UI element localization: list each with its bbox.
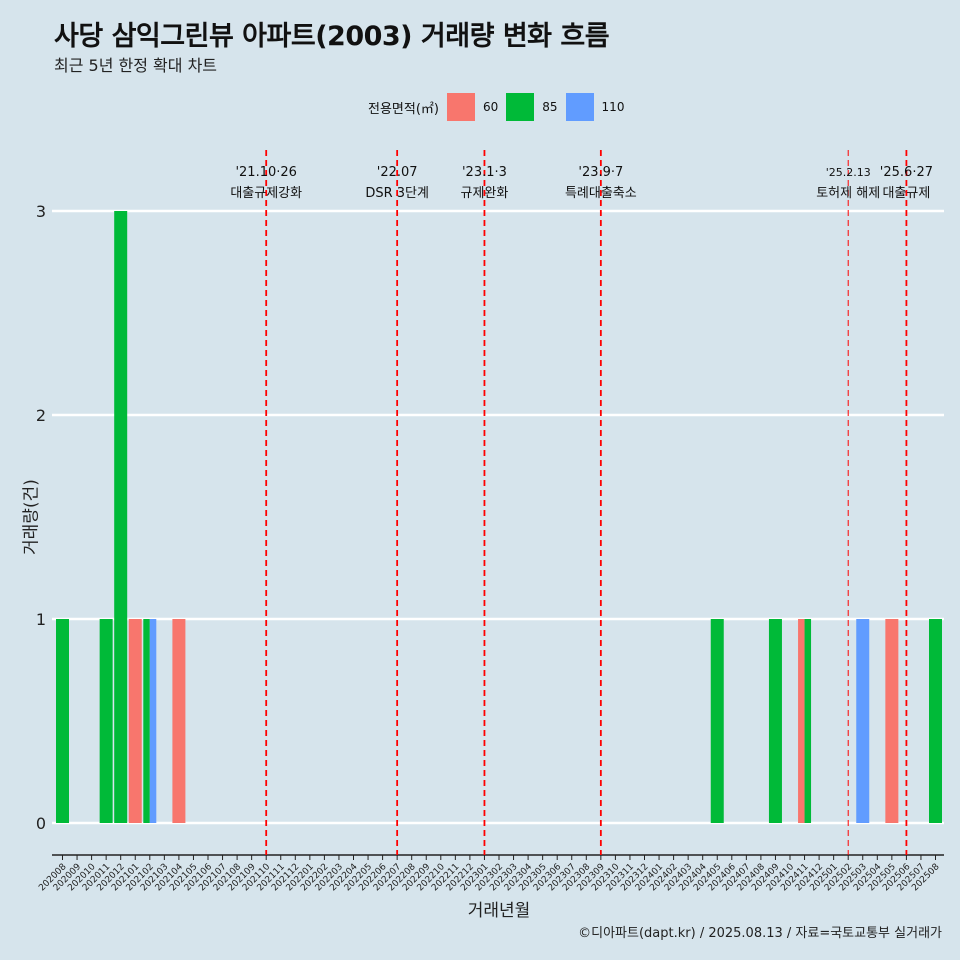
y-tick-label-1: 1 bbox=[36, 610, 46, 629]
event-label-202301: 규제완화 bbox=[461, 186, 509, 201]
legend-label-60: 60 bbox=[482, 100, 499, 114]
event-date-202502: '25.2.13 bbox=[826, 166, 871, 179]
bar-202411-60 bbox=[798, 619, 805, 823]
bar-202008-85 bbox=[56, 619, 69, 823]
bar-202102-110 bbox=[149, 619, 157, 823]
legend-title: 전용면적(㎡) bbox=[368, 101, 439, 117]
event-label-202309: 특례대출축소 bbox=[565, 186, 637, 201]
bar-202012-85 bbox=[114, 211, 128, 823]
x-axis-label: 거래년월 bbox=[467, 901, 531, 921]
event-date-202309: '23.9·7 bbox=[578, 165, 623, 180]
bar-202104-60 bbox=[172, 619, 186, 823]
bar-202405-85 bbox=[710, 619, 724, 823]
bar-202503-110 bbox=[856, 619, 870, 823]
legend-swatch-60 bbox=[446, 93, 475, 121]
legend-swatch-85 bbox=[506, 93, 535, 121]
event-date-202110: '21.10·26 bbox=[235, 165, 296, 180]
legend-label-110: 110 bbox=[601, 100, 625, 114]
legend-swatch-110 bbox=[565, 93, 594, 121]
event-date-202506: '25.6·27 bbox=[880, 165, 933, 180]
bar-202102-85 bbox=[143, 619, 150, 823]
y-tick-label-0: 0 bbox=[36, 814, 46, 833]
event-label-202110: 대출규제강화 bbox=[230, 186, 302, 201]
chart-title: 사당 삼익그린뷰 아파트(2003) 거래량 변화 흐름 bbox=[54, 21, 610, 52]
event-date-202301: '23.1·3 bbox=[462, 165, 507, 180]
source-caption: ©디아파트(dapt.kr) / 2025.08.13 / 자료=국토교통부 실… bbox=[578, 926, 942, 941]
y-tick-label-2: 2 bbox=[36, 406, 46, 425]
bar-202101-60 bbox=[128, 619, 142, 823]
bar-202411-85 bbox=[804, 619, 812, 823]
bar-202508-85 bbox=[929, 619, 942, 823]
chart-subtitle: 최근 5년 한정 확대 차트 bbox=[54, 56, 218, 75]
legend-label-85: 85 bbox=[542, 100, 558, 114]
legend-item-60: 60 bbox=[446, 93, 499, 121]
bar-202409-85 bbox=[768, 619, 782, 823]
legend-item-85: 85 bbox=[506, 93, 558, 121]
y-tick-label-3: 3 bbox=[36, 202, 46, 221]
event-date-202207: '22.07 bbox=[377, 165, 418, 180]
y-axis-label: 거래량(건) bbox=[21, 479, 42, 555]
bar-202011-85 bbox=[99, 619, 113, 823]
bar-202505-60 bbox=[885, 619, 899, 823]
legend-item-110: 110 bbox=[565, 93, 625, 121]
event-label-202502: 토허제 해제 bbox=[816, 186, 880, 201]
legend: 전용면적(㎡) 60 85 110 bbox=[368, 92, 632, 122]
event-label-202207: DSR 3단계 bbox=[365, 186, 429, 201]
event-label-202506: 대출규제 bbox=[882, 186, 930, 201]
